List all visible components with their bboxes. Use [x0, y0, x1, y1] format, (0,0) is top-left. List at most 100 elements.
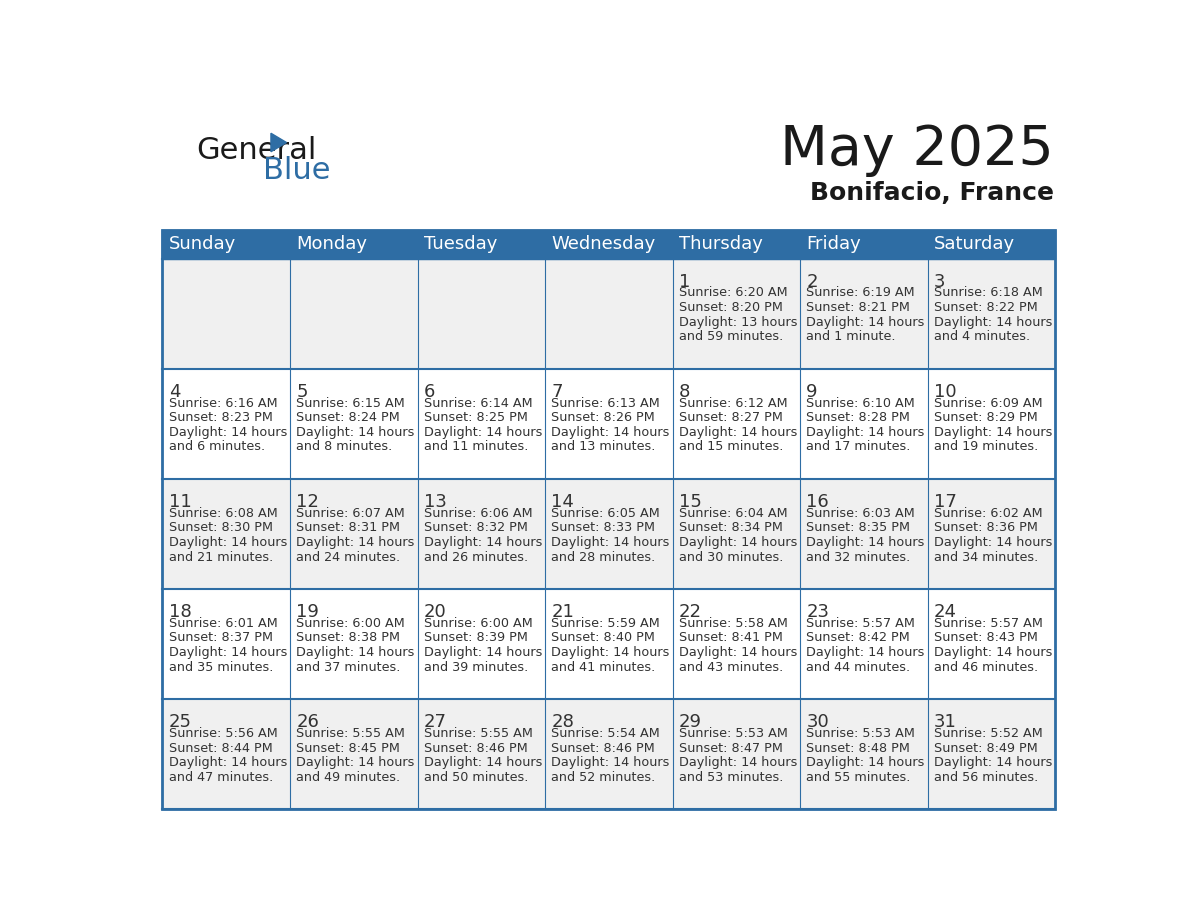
Text: Daylight: 14 hours: Daylight: 14 hours: [807, 756, 924, 769]
Text: and 47 minutes.: and 47 minutes.: [169, 771, 273, 784]
Text: and 32 minutes.: and 32 minutes.: [807, 551, 911, 564]
Text: Sunset: 8:31 PM: Sunset: 8:31 PM: [296, 521, 400, 534]
Text: Sunrise: 6:10 AM: Sunrise: 6:10 AM: [807, 397, 915, 409]
Bar: [545, 369, 672, 479]
Text: 27: 27: [424, 713, 447, 731]
Bar: [163, 479, 290, 589]
Text: 28: 28: [551, 713, 574, 731]
Bar: [417, 479, 545, 589]
Text: Sunrise: 6:19 AM: Sunrise: 6:19 AM: [807, 286, 915, 299]
Text: Sunset: 8:44 PM: Sunset: 8:44 PM: [169, 742, 272, 755]
Text: Sunset: 8:20 PM: Sunset: 8:20 PM: [678, 301, 783, 314]
Text: Sunset: 8:49 PM: Sunset: 8:49 PM: [934, 742, 1037, 755]
Text: Daylight: 14 hours: Daylight: 14 hours: [551, 426, 670, 439]
Text: Sunrise: 6:02 AM: Sunrise: 6:02 AM: [934, 507, 1043, 520]
Text: 26: 26: [296, 713, 320, 731]
Text: Sunset: 8:23 PM: Sunset: 8:23 PM: [169, 411, 272, 424]
Bar: [545, 589, 672, 700]
Bar: [928, 589, 1055, 700]
Text: and 17 minutes.: and 17 minutes.: [807, 441, 911, 453]
Text: and 24 minutes.: and 24 minutes.: [296, 551, 400, 564]
Text: Thursday: Thursday: [678, 235, 763, 253]
Text: and 30 minutes.: and 30 minutes.: [678, 551, 783, 564]
Bar: [290, 700, 417, 810]
Text: and 11 minutes.: and 11 minutes.: [424, 441, 529, 453]
Text: Friday: Friday: [807, 235, 861, 253]
Text: Daylight: 14 hours: Daylight: 14 hours: [296, 756, 415, 769]
Text: Daylight: 14 hours: Daylight: 14 hours: [424, 536, 542, 549]
Bar: [928, 259, 1055, 369]
Bar: [545, 700, 672, 810]
Bar: [672, 589, 801, 700]
Text: 31: 31: [934, 713, 956, 731]
Text: and 28 minutes.: and 28 minutes.: [551, 551, 656, 564]
Text: Sunrise: 5:53 AM: Sunrise: 5:53 AM: [807, 727, 915, 740]
Text: and 56 minutes.: and 56 minutes.: [934, 771, 1038, 784]
Text: Sunrise: 6:00 AM: Sunrise: 6:00 AM: [424, 617, 532, 630]
Text: Sunrise: 6:01 AM: Sunrise: 6:01 AM: [169, 617, 278, 630]
Text: Sunrise: 6:14 AM: Sunrise: 6:14 AM: [424, 397, 532, 409]
Text: Sunset: 8:39 PM: Sunset: 8:39 PM: [424, 632, 527, 644]
Text: Bonifacio, France: Bonifacio, France: [810, 182, 1054, 206]
Text: 25: 25: [169, 713, 191, 731]
Text: 3: 3: [934, 273, 946, 291]
Text: Blue: Blue: [264, 156, 330, 185]
Text: Sunrise: 6:00 AM: Sunrise: 6:00 AM: [296, 617, 405, 630]
Text: Daylight: 14 hours: Daylight: 14 hours: [678, 646, 797, 659]
Text: Sunday: Sunday: [169, 235, 236, 253]
Text: Sunset: 8:33 PM: Sunset: 8:33 PM: [551, 521, 656, 534]
Bar: [163, 700, 290, 810]
Text: and 53 minutes.: and 53 minutes.: [678, 771, 783, 784]
Text: Sunset: 8:48 PM: Sunset: 8:48 PM: [807, 742, 910, 755]
Text: and 26 minutes.: and 26 minutes.: [424, 551, 527, 564]
Text: and 37 minutes.: and 37 minutes.: [296, 661, 400, 674]
Text: 7: 7: [551, 383, 563, 401]
Text: and 15 minutes.: and 15 minutes.: [678, 441, 783, 453]
Bar: [672, 259, 801, 369]
Text: and 13 minutes.: and 13 minutes.: [551, 441, 656, 453]
Text: 13: 13: [424, 493, 447, 510]
Text: and 46 minutes.: and 46 minutes.: [934, 661, 1038, 674]
Text: Sunset: 8:38 PM: Sunset: 8:38 PM: [296, 632, 400, 644]
Text: Daylight: 14 hours: Daylight: 14 hours: [551, 536, 670, 549]
Text: Daylight: 13 hours: Daylight: 13 hours: [678, 316, 797, 329]
Text: Sunset: 8:21 PM: Sunset: 8:21 PM: [807, 301, 910, 314]
Text: 21: 21: [551, 603, 574, 621]
Text: 12: 12: [296, 493, 320, 510]
Text: Sunset: 8:43 PM: Sunset: 8:43 PM: [934, 632, 1038, 644]
Bar: [417, 589, 545, 700]
Text: Sunset: 8:46 PM: Sunset: 8:46 PM: [424, 742, 527, 755]
Bar: [928, 369, 1055, 479]
Text: Daylight: 14 hours: Daylight: 14 hours: [169, 646, 287, 659]
Text: Daylight: 14 hours: Daylight: 14 hours: [296, 536, 415, 549]
Text: 22: 22: [678, 603, 702, 621]
Text: and 39 minutes.: and 39 minutes.: [424, 661, 527, 674]
Text: Sunset: 8:47 PM: Sunset: 8:47 PM: [678, 742, 783, 755]
Bar: [163, 259, 290, 369]
Text: Sunrise: 6:15 AM: Sunrise: 6:15 AM: [296, 397, 405, 409]
Bar: [545, 479, 672, 589]
Text: Sunrise: 6:20 AM: Sunrise: 6:20 AM: [678, 286, 788, 299]
Bar: [290, 479, 417, 589]
Bar: [417, 369, 545, 479]
Text: Sunrise: 6:18 AM: Sunrise: 6:18 AM: [934, 286, 1043, 299]
Polygon shape: [271, 133, 286, 151]
Text: 24: 24: [934, 603, 956, 621]
Text: 4: 4: [169, 383, 181, 401]
Text: Sunset: 8:34 PM: Sunset: 8:34 PM: [678, 521, 783, 534]
Text: and 55 minutes.: and 55 minutes.: [807, 771, 911, 784]
Bar: [417, 700, 545, 810]
Bar: [290, 259, 417, 369]
Text: and 4 minutes.: and 4 minutes.: [934, 330, 1030, 343]
Text: Sunset: 8:26 PM: Sunset: 8:26 PM: [551, 411, 655, 424]
Bar: [801, 479, 928, 589]
Text: Daylight: 14 hours: Daylight: 14 hours: [807, 426, 924, 439]
Bar: [801, 700, 928, 810]
Text: Daylight: 14 hours: Daylight: 14 hours: [934, 756, 1053, 769]
Text: Sunrise: 5:57 AM: Sunrise: 5:57 AM: [934, 617, 1043, 630]
Text: Monday: Monday: [296, 235, 367, 253]
Text: Sunset: 8:29 PM: Sunset: 8:29 PM: [934, 411, 1037, 424]
Text: Daylight: 14 hours: Daylight: 14 hours: [807, 316, 924, 329]
Bar: [672, 479, 801, 589]
Bar: [163, 369, 290, 479]
